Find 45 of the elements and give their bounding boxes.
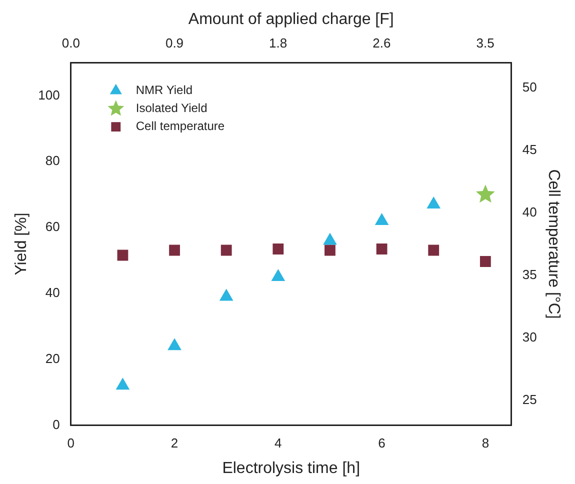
point xyxy=(427,196,440,208)
x-tick-label: 8 xyxy=(482,436,490,451)
x2-tick-label: 0.9 xyxy=(165,36,184,51)
y-tick-label: 20 xyxy=(45,350,60,366)
point xyxy=(272,269,285,281)
x2-tick-label: 3.5 xyxy=(476,36,494,51)
legend-label: Isolated Yield xyxy=(136,101,208,116)
point xyxy=(168,338,182,350)
point xyxy=(480,256,491,267)
x2-tick-label: 2.6 xyxy=(372,36,391,51)
x-axis-title: Electrolysis time [h] xyxy=(222,460,360,477)
point xyxy=(169,244,180,256)
point xyxy=(376,244,388,254)
y-tick-label: 80 xyxy=(45,153,60,168)
y2-tick-label: 30 xyxy=(522,329,537,344)
x-tick-label: 4 xyxy=(274,436,282,451)
point xyxy=(117,250,128,261)
y2-tick-label: 50 xyxy=(522,79,537,94)
y2-axis-title: Cell temperature [°C] xyxy=(544,169,562,319)
legend-label: Cell temperature xyxy=(136,119,225,134)
x2-axis-title: Amount of applied charge [F] xyxy=(188,11,394,28)
y-tick-label: 40 xyxy=(45,284,60,300)
legend-label: NMR Yield xyxy=(136,83,193,98)
point xyxy=(323,233,337,245)
x-tick-label: 2 xyxy=(170,436,178,451)
y-tick-label: 60 xyxy=(45,219,60,234)
x-tick-label: 6 xyxy=(378,436,386,451)
x-tick-label: 0 xyxy=(67,436,75,451)
point xyxy=(220,244,232,256)
y2-tick-label: 40 xyxy=(522,204,537,220)
x2-tick-label: 1.8 xyxy=(269,36,288,51)
point xyxy=(375,213,388,225)
y2-tick-label: 35 xyxy=(522,266,537,282)
point xyxy=(116,378,130,390)
point xyxy=(476,184,495,203)
point xyxy=(220,289,233,301)
y2-tick-label: 25 xyxy=(522,392,537,407)
y-tick-label: 0 xyxy=(52,416,60,432)
y2-tick-label: 45 xyxy=(522,142,537,157)
y-axis-title: Yield [%] xyxy=(13,212,30,276)
point xyxy=(324,244,336,256)
point xyxy=(272,244,284,254)
x2-tick-label: 0.0 xyxy=(62,36,80,51)
point xyxy=(428,244,440,256)
y-tick-label: 100 xyxy=(38,87,60,102)
